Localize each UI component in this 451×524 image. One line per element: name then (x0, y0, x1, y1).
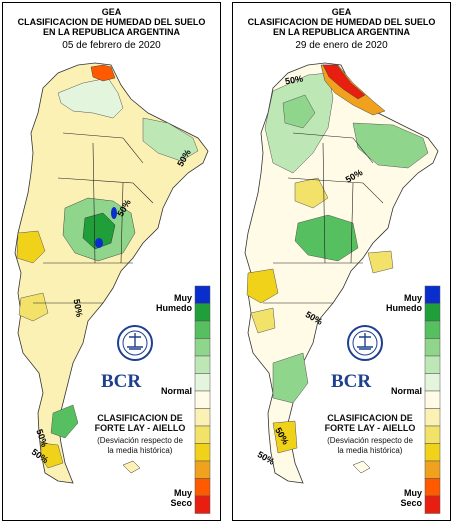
dry-zone-south (272, 420, 298, 454)
legend-swatch (194, 478, 211, 497)
legend-swatch (424, 425, 441, 444)
very-humid-spot (95, 238, 103, 248)
moist-zone-northeast (142, 117, 199, 162)
bcr-logo-text: BCR (331, 371, 372, 392)
dry-zone-patagonia (18, 292, 49, 322)
dry-zone-center (294, 177, 329, 209)
legend-swatch (424, 338, 441, 357)
very-wet-zone-center (82, 212, 116, 250)
very-dry-zone-northeast (322, 64, 366, 100)
map-date: 29 de enero de 2020 (295, 40, 388, 51)
legend-swatch (194, 425, 211, 444)
legend-swatch (194, 373, 211, 392)
bcr-logo-text: BCR (101, 371, 142, 392)
legend-label-normal: Normal (160, 386, 192, 396)
legend-label-normal: Normal (390, 386, 422, 396)
moist-zone-northeast (352, 122, 429, 169)
map-header-gea: GEA (331, 7, 352, 17)
bcr-seal (117, 325, 153, 361)
legend-swatch (424, 495, 441, 514)
islands (352, 460, 371, 474)
legend-swatch (424, 460, 441, 479)
province-borders (33, 132, 154, 304)
argentina-map (14, 62, 211, 514)
method-title: CLASIFICACION DE FORTE LAY - AIELLO (94, 413, 186, 433)
province-borders (263, 132, 384, 304)
legend-swatch (424, 373, 441, 392)
legend-swatch (194, 320, 211, 339)
islands (122, 460, 141, 474)
dry-zone-west (16, 230, 46, 264)
bcr-seal (347, 325, 383, 361)
legend-swatch (424, 443, 441, 462)
legend-label-very-dry: Muy Seco (170, 488, 192, 508)
map-panel-right: GEA CLASIFICACION DE HUMEDAD DEL SUELO E… (232, 2, 451, 521)
legend-swatch (424, 355, 441, 374)
legend-swatch (194, 443, 211, 462)
moist-zone-south (50, 404, 79, 439)
legend-swatch (424, 478, 441, 497)
map-title-line2: EN LA REPUBLICA ARGENTINA (273, 27, 410, 37)
legend-color-bar (424, 285, 441, 514)
method-subtitle: (Desviación respecto de la media históric… (327, 436, 413, 455)
legend-swatch (424, 303, 441, 322)
legend-label-very-humid: Muy Humedo (386, 293, 422, 313)
legend-swatch (424, 285, 441, 304)
legend-label-very-dry: Muy Seco (400, 488, 422, 508)
map-title-line1: CLASIFICACION DE HUMEDAD DEL SUELO (17, 17, 206, 27)
argentina-map (244, 62, 441, 514)
dry-zone-east (367, 250, 394, 274)
legend-swatch (424, 390, 441, 409)
map-title-line1: CLASIFICACION DE HUMEDAD DEL SUELO (247, 17, 436, 27)
method-title: CLASIFICACION DE FORTE LAY - AIELLO (324, 413, 416, 433)
legend-swatch (194, 355, 211, 374)
legend-swatch (424, 320, 441, 339)
legend-swatch (194, 338, 211, 357)
legend-swatch (194, 285, 211, 304)
legend-label-very-humid: Muy Humedo (156, 293, 192, 313)
method-subtitle: (Desviación respecto de la media históric… (97, 436, 183, 455)
dry-zone-northeast (90, 64, 116, 82)
moist-zone-south (272, 352, 309, 404)
dry-zone-south (40, 442, 64, 469)
map-date: 05 de febrero de 2020 (62, 40, 161, 51)
legend-swatch (194, 460, 211, 479)
map-panel-left: GEA CLASIFICACION DE HUMEDAD DEL SUELO E… (2, 2, 221, 521)
moist-zone-north (57, 77, 124, 119)
dry-zone-west (246, 268, 279, 304)
legend-swatch (194, 408, 211, 427)
wet-zone-north (282, 94, 316, 129)
argentina-territory (14, 62, 209, 484)
very-humid-spot (111, 207, 117, 219)
legend-swatch (424, 408, 441, 427)
legend-swatch (194, 303, 211, 322)
legend-color-bar (194, 285, 211, 514)
map-title-line2: EN LA REPUBLICA ARGENTINA (43, 27, 180, 37)
wet-zone-center (294, 214, 359, 262)
dry-zone-southwest (250, 307, 276, 334)
legend-swatch (194, 495, 211, 514)
legend-swatch (194, 390, 211, 409)
map-header-gea: GEA (101, 7, 122, 17)
